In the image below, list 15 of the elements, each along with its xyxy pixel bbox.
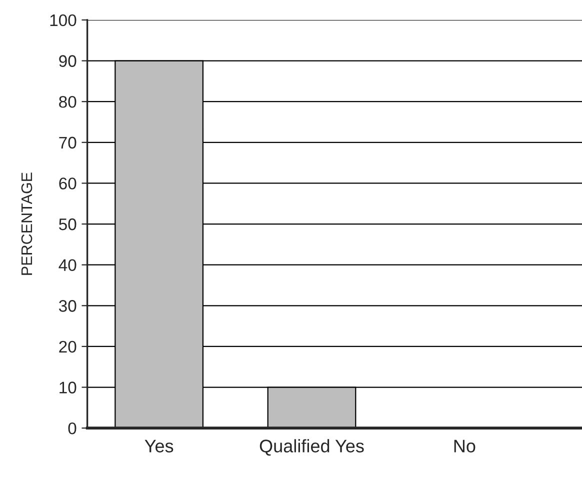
y-tick-label: 70 — [59, 136, 76, 149]
y-tick-label: 60 — [59, 178, 76, 190]
x-tick-label: Yes — [144, 440, 174, 452]
y-axis-title: PERCENTAGE — [21, 172, 32, 275]
y-tick-label: 90 — [59, 55, 76, 67]
y-tick-label: 100 — [50, 14, 76, 26]
x-tick-label: No — [454, 440, 476, 452]
y-tick-label: 50 — [59, 218, 76, 230]
y-tick-label: 30 — [58, 300, 76, 312]
y-tick-label: 40 — [58, 259, 76, 272]
y-tick-label: 20 — [59, 340, 76, 353]
y-tick-label: 10 — [60, 382, 76, 394]
y-tick-label: 80 — [59, 96, 76, 108]
x-tick-label: Qualified Yes — [260, 439, 364, 456]
y-tick-label: 0 — [68, 422, 76, 434]
